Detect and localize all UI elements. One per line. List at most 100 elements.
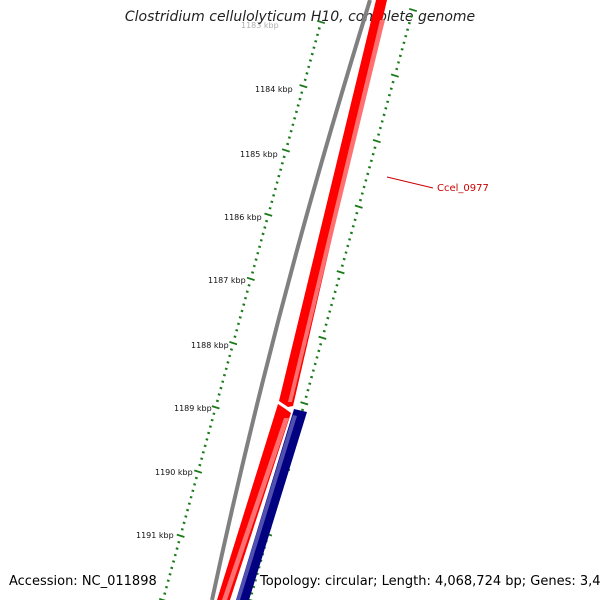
inner-tick-minor — [310, 52, 314, 56]
accession-text: Accession: NC_011898 — [9, 574, 157, 589]
inner-tick-minor — [293, 116, 297, 120]
outer-tick-minor — [369, 159, 373, 163]
outer-tick-minor — [391, 80, 395, 84]
outer-tick-minor — [358, 198, 363, 202]
inner-tick-minor — [247, 283, 251, 287]
outer-tick-minor — [387, 93, 392, 97]
inner-tick-minor — [165, 585, 168, 589]
inner-tick-minor — [275, 181, 279, 184]
inner-tick-minor — [287, 136, 291, 139]
genome-summary-text: Topology: circular; Length: 4,068,724 bp… — [260, 574, 600, 589]
outer-tick-minor — [366, 172, 370, 176]
inner-tick-minor — [250, 271, 255, 274]
inner-tick-minor — [198, 463, 202, 467]
inner-tick-minor — [171, 560, 176, 563]
tick-label: 1191 kbp — [136, 531, 174, 540]
inner-tick-minor — [184, 515, 188, 518]
inner-tick-minor — [173, 553, 177, 557]
outer-tick-minor — [407, 21, 411, 25]
inner-tick-minor — [215, 399, 220, 403]
inner-tick-minor — [279, 168, 283, 172]
inner-tick-minor — [226, 361, 230, 364]
inner-tick-minor — [200, 457, 204, 461]
outer-tick-major — [372, 139, 381, 144]
inner-tick-major — [176, 533, 185, 538]
outer-tick-minor — [300, 408, 305, 412]
inner-tick-minor — [308, 59, 313, 62]
inner-tick-minor — [229, 348, 234, 351]
tick-label: 1190 kbp — [155, 468, 193, 477]
tick-label: 1185 kbp — [240, 150, 278, 159]
outer-tick-major — [354, 204, 363, 209]
inner-tick-minor — [237, 322, 240, 326]
inner-tick-minor — [273, 187, 277, 191]
outer-tick-minor — [409, 15, 413, 18]
inner-tick-minor — [280, 161, 284, 165]
outer-tick-minor — [395, 67, 399, 71]
inner-tick-minor — [187, 502, 191, 506]
inner-tick-minor — [289, 129, 293, 133]
outer-tick-minor — [373, 146, 377, 150]
outer-tick-minor — [319, 342, 323, 346]
inner-tick-minor — [166, 579, 170, 583]
inner-tick-major — [211, 405, 220, 410]
inner-tick-minor — [261, 232, 265, 236]
inner-tick-major — [281, 148, 290, 153]
genome-backbone — [210, 0, 372, 600]
gene-label-ccel-0977[interactable]: Ccel_0977 — [437, 183, 489, 194]
inner-tick-minor — [300, 91, 304, 94]
outer-tick-minor — [333, 290, 337, 294]
inner-tick-minor — [257, 245, 262, 249]
inner-tick-minor — [193, 483, 197, 486]
outer-tick-minor — [344, 251, 348, 254]
outer-tick-minor — [360, 192, 364, 195]
gene-feature-ccel-0977[interactable] — [279, 0, 387, 407]
inner-tick-minor — [242, 303, 246, 306]
outer-tick-minor — [340, 264, 344, 268]
inner-tick-minor — [189, 495, 193, 499]
tick-label-group: 1183 kbp 1184 kbp 1185 kbp 1186 kbp 1187 kbp… — [136, 21, 293, 540]
inner-tick-minor — [245, 290, 249, 294]
outer-tick-minor — [355, 211, 359, 215]
inner-tick-minor — [263, 226, 267, 229]
inner-tick-minor — [191, 489, 195, 493]
outer-tick-minor — [353, 218, 357, 222]
outer-tick-minor — [315, 356, 319, 359]
outer-tick-minor — [342, 257, 346, 261]
inner-tick-minor — [207, 431, 211, 435]
inner-tick-minor — [291, 123, 295, 127]
inner-tick-minor — [317, 27, 321, 30]
outer-tick-minor — [306, 388, 310, 392]
inner-tick-minor — [194, 476, 198, 480]
inner-tick-minor — [268, 206, 272, 210]
inner-tick-major — [158, 597, 166, 600]
inner-tick-minor — [272, 194, 276, 197]
outer-tick-minor — [326, 316, 330, 320]
inner-tick-minor — [270, 200, 274, 204]
outer-tick-minor — [335, 283, 339, 287]
inner-tick-minor — [259, 239, 263, 242]
outer-tick-minor — [389, 87, 393, 91]
outer-tick-major — [300, 401, 309, 406]
outer-tick-minor — [402, 41, 406, 45]
inner-tick-minor — [316, 33, 319, 37]
outer-tick-minor — [349, 231, 354, 235]
inner-tick-minor — [254, 258, 258, 261]
inner-tick-minor — [222, 373, 227, 377]
outer-tick-minor — [309, 375, 314, 379]
outer-tick-major — [336, 270, 345, 275]
tick-label: 1188 kbp — [191, 341, 229, 350]
outer-tick-minor — [377, 133, 381, 136]
outer-tick-minor — [304, 395, 308, 399]
inner-tick-minor — [305, 72, 309, 75]
inner-tick-minor — [256, 251, 260, 255]
outer-tick-minor — [337, 277, 341, 281]
outer-tick-minor — [308, 382, 312, 386]
outer-tick-major — [390, 73, 399, 78]
outer-tick-minor — [386, 100, 390, 104]
inner-tick-minor — [177, 540, 181, 544]
outer-tick-major — [408, 7, 418, 13]
outer-tick-minor — [362, 185, 366, 189]
outer-tick-minor — [378, 126, 382, 130]
